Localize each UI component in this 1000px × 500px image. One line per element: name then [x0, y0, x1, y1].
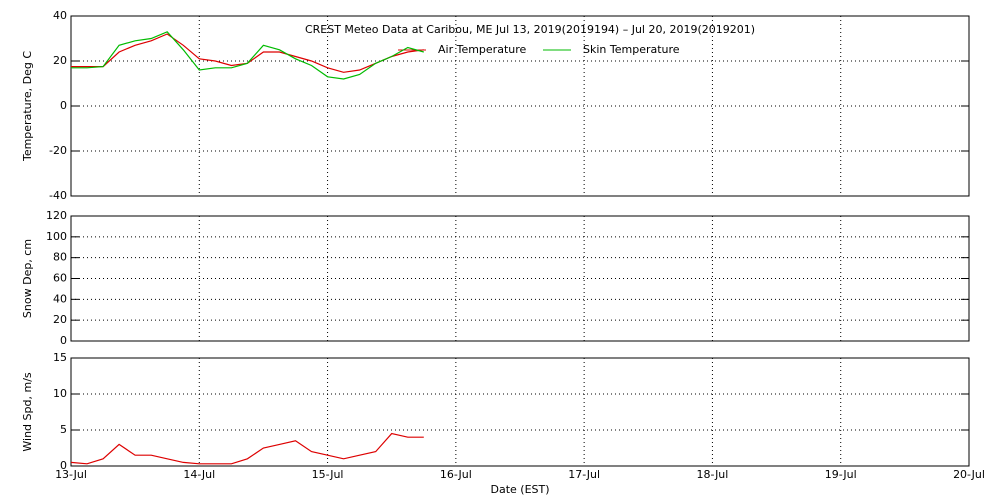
y-tick-label: 120	[46, 209, 67, 222]
legend-label: Skin Temperature	[583, 43, 680, 56]
x-tick-label: 15-Jul	[312, 468, 344, 481]
x-tick-label: 20-Jul	[953, 468, 985, 481]
x-axis-label: Date (EST)	[490, 483, 549, 496]
y-axis-label: Temperature, Deg C	[21, 51, 34, 162]
y-tick-label: 100	[46, 230, 67, 243]
y-tick-label: 0	[60, 334, 67, 347]
x-tick-label: 18-Jul	[696, 468, 728, 481]
y-tick-label: 20	[53, 54, 67, 67]
data-line	[71, 31, 424, 80]
y-tick-label: 20	[53, 313, 67, 326]
plot-frame	[70, 357, 970, 467]
y-tick-label: -40	[49, 189, 67, 202]
x-tick-label: 19-Jul	[825, 468, 857, 481]
y-tick-label: 10	[53, 387, 67, 400]
x-tick-label: 13-Jul	[55, 468, 87, 481]
y-tick-label: 15	[53, 351, 67, 364]
y-tick-label: 40	[53, 9, 67, 22]
y-tick-label: 80	[53, 251, 67, 264]
y-tick-label: 40	[53, 292, 67, 305]
y-axis-label: Wind Spd, m/s	[21, 372, 34, 452]
data-line	[70, 432, 424, 465]
y-tick-label: 60	[53, 272, 67, 285]
y-tick-label: 5	[60, 423, 67, 436]
y-axis-label: Snow Dep, cm	[21, 239, 34, 318]
x-tick-label: 16-Jul	[440, 468, 472, 481]
y-tick-label: 0	[60, 99, 67, 112]
x-tick-label: 14-Jul	[183, 468, 215, 481]
y-tick-label: -20	[49, 144, 67, 157]
x-tick-label: 17-Jul	[568, 468, 600, 481]
chart-title: CREST Meteo Data at Caribou, ME Jul 13, …	[305, 23, 755, 36]
y-tick-label: 0	[60, 459, 67, 472]
legend-label: Air Temperature	[438, 43, 527, 56]
